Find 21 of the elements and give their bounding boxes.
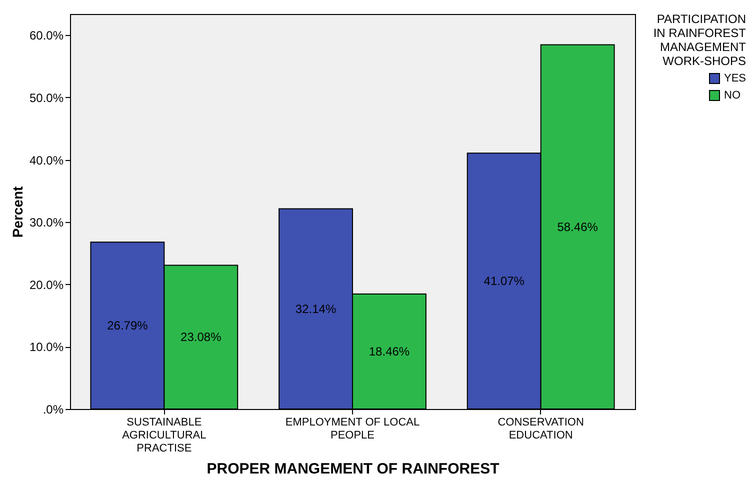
data-label: 18.46% (368, 344, 410, 358)
y-tick-label: 20.0% (29, 278, 64, 292)
y-tick-label: .0% (42, 402, 64, 416)
y-tick-label: 30.0% (29, 216, 64, 230)
y-tick-label: 10.0% (29, 340, 64, 354)
y-tick-label: 50.0% (29, 90, 64, 105)
legend-label: NO (724, 90, 741, 102)
data-label: 26.79% (107, 318, 148, 333)
data-label: 58.46% (557, 220, 598, 234)
y-tick-label: 60.0% (29, 28, 64, 43)
y-tick-label: 40.0% (29, 153, 64, 168)
data-label: 32.14% (295, 302, 336, 316)
x-tick-label: EMPLOYMENT OF LOCAL PEOPLE (285, 416, 420, 442)
legend-title: PARTICIPATION IN RAINFOREST MANAGEMENT WORK-SHOPS (653, 12, 747, 68)
x-tick-label: SUSTAINABLE AGRICULTURAL PRACTISE (122, 416, 206, 454)
x-axis-title: PROPER MANGEMENT OF RAINFOREST (206, 460, 500, 478)
x-tick-label: CONSERVATION EDUCATION (498, 416, 584, 442)
data-label: 41.07% (484, 274, 525, 288)
legend-label: YES (724, 72, 746, 84)
y-axis-title: Percent (9, 186, 26, 238)
data-label: 23.08% (180, 330, 222, 344)
